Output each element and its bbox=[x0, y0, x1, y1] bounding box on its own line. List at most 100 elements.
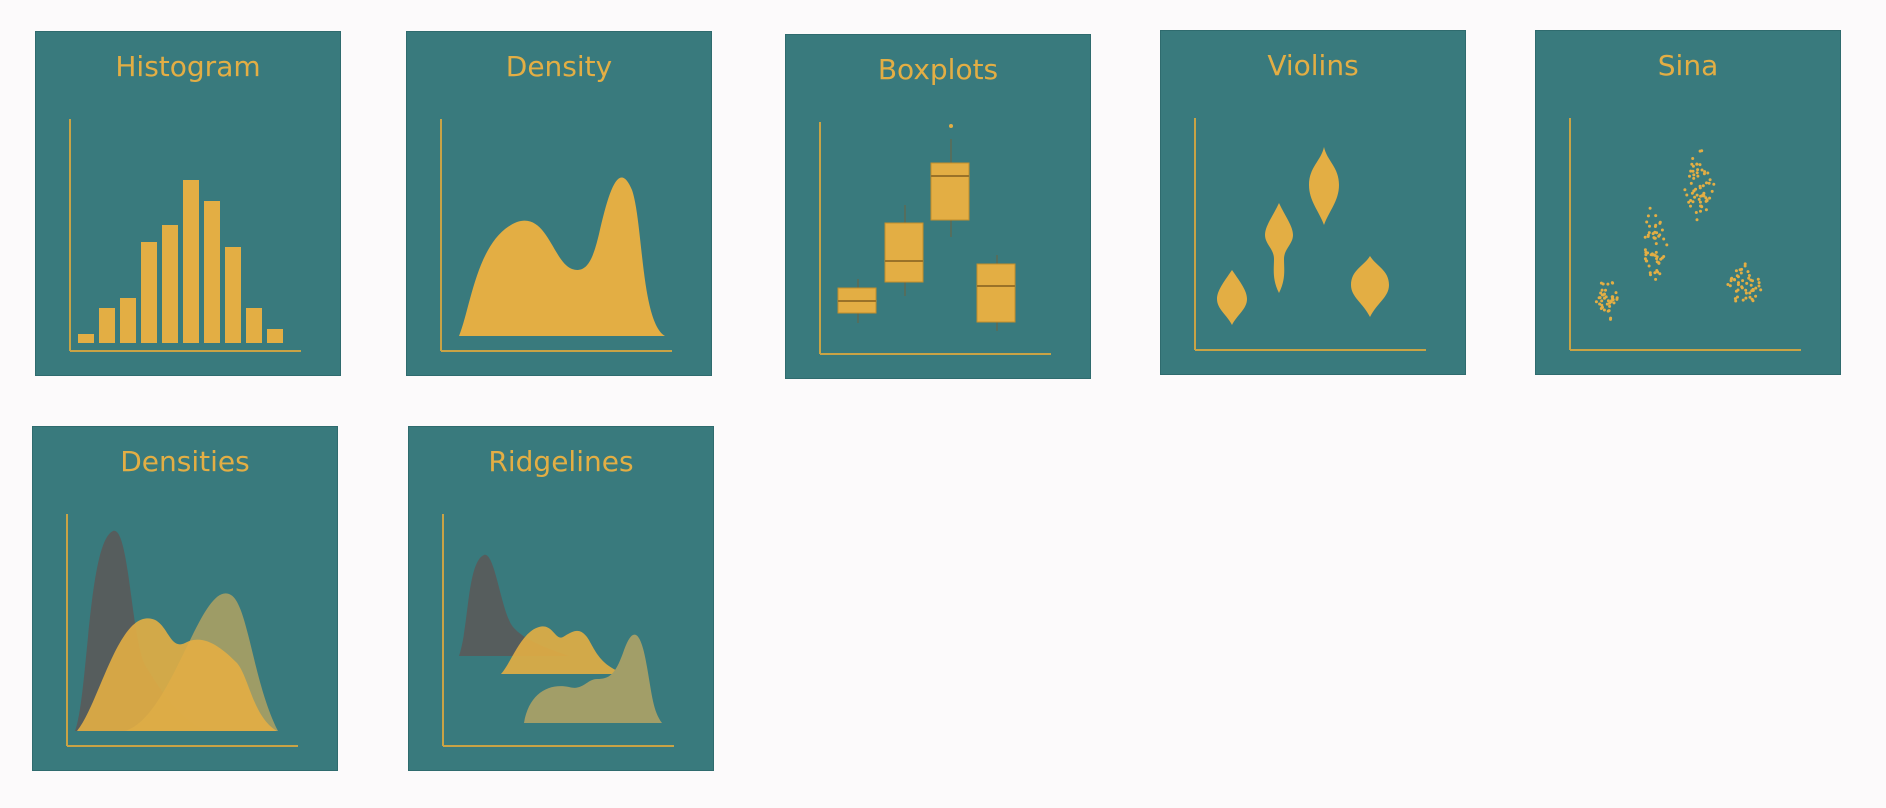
sina-point bbox=[1689, 204, 1692, 208]
sina-point bbox=[1736, 283, 1740, 287]
tile-title: Violins bbox=[1267, 49, 1359, 82]
sina-point bbox=[1741, 298, 1745, 302]
axes bbox=[1569, 118, 1801, 351]
axes bbox=[819, 122, 1051, 355]
sina-point bbox=[1757, 281, 1761, 285]
violins-icon bbox=[1194, 118, 1426, 351]
sina-point bbox=[1754, 294, 1758, 298]
sina-point bbox=[1600, 303, 1604, 307]
sina-point bbox=[1710, 189, 1714, 193]
density-curve-gold bbox=[77, 618, 277, 731]
sina-point bbox=[1747, 276, 1751, 280]
sina-point bbox=[1708, 196, 1712, 200]
sina-point bbox=[1603, 296, 1606, 300]
sina-point bbox=[1751, 288, 1755, 291]
outlier-point bbox=[949, 124, 953, 128]
ridgelines-icon bbox=[442, 514, 674, 747]
sina-point bbox=[1749, 278, 1753, 282]
sina-point bbox=[1734, 299, 1738, 303]
sina-point bbox=[1701, 184, 1705, 188]
violin-shape bbox=[1309, 147, 1339, 225]
sina-point bbox=[1607, 309, 1611, 313]
sina-point bbox=[1747, 274, 1751, 277]
sina-point bbox=[1748, 295, 1752, 299]
sina-point bbox=[1730, 276, 1734, 280]
sina-point bbox=[1654, 250, 1658, 254]
histogram-bar bbox=[162, 225, 178, 343]
tile-densities[interactable]: Densities bbox=[32, 426, 338, 771]
sina-point bbox=[1689, 199, 1693, 202]
tile-boxplots[interactable]: Boxplots bbox=[785, 34, 1091, 379]
histogram-icon bbox=[69, 119, 301, 352]
sina-point bbox=[1688, 174, 1691, 178]
tile-density[interactable]: Density bbox=[406, 31, 712, 376]
sina-point bbox=[1704, 196, 1708, 200]
sina-point bbox=[1689, 181, 1693, 185]
sina-point bbox=[1735, 274, 1739, 278]
tile-violins[interactable]: Violins bbox=[1160, 30, 1466, 375]
sina-point bbox=[1643, 248, 1647, 252]
sina-point bbox=[1658, 272, 1662, 276]
sina-point bbox=[1605, 302, 1609, 306]
sina-point bbox=[1655, 231, 1659, 235]
violin-shape bbox=[1351, 256, 1389, 317]
sina-point bbox=[1598, 302, 1602, 306]
sina-point bbox=[1653, 271, 1657, 275]
sina-point bbox=[1703, 170, 1707, 174]
sina-point bbox=[1647, 264, 1651, 268]
sina-point bbox=[1660, 228, 1664, 232]
sina-point bbox=[1704, 208, 1708, 212]
sina-point bbox=[1707, 181, 1711, 185]
sina-point bbox=[1649, 273, 1652, 277]
sina-point bbox=[1759, 288, 1763, 292]
sina-point bbox=[1652, 236, 1656, 240]
sina-point bbox=[1683, 188, 1687, 192]
sina-point bbox=[1685, 193, 1689, 197]
sina-point bbox=[1603, 292, 1606, 296]
axes bbox=[442, 514, 674, 747]
sina-point bbox=[1658, 221, 1662, 225]
sina-point bbox=[1705, 181, 1708, 185]
tile-histogram[interactable]: Histogram bbox=[35, 31, 341, 376]
sina-point bbox=[1691, 169, 1695, 173]
violin-shape bbox=[1217, 270, 1247, 325]
tile-ridgelines[interactable]: Ridgelines bbox=[408, 426, 714, 771]
sina-point bbox=[1646, 214, 1650, 218]
sina-point bbox=[1697, 197, 1701, 201]
sina-point bbox=[1662, 255, 1666, 258]
tile-title: Histogram bbox=[115, 50, 261, 83]
sina-point bbox=[1600, 288, 1604, 292]
sina-point bbox=[1712, 182, 1716, 186]
sina-point bbox=[1699, 209, 1702, 213]
sina-point bbox=[1652, 253, 1656, 257]
sina-point bbox=[1700, 168, 1704, 172]
sina-point bbox=[1612, 301, 1616, 305]
sina-point bbox=[1702, 191, 1706, 195]
sina-point bbox=[1606, 282, 1610, 286]
tile-title: Boxplots bbox=[877, 53, 999, 86]
sina-point bbox=[1662, 237, 1666, 241]
boxplot-box bbox=[930, 162, 970, 221]
histogram-bar bbox=[78, 334, 94, 343]
sina-point bbox=[1648, 206, 1652, 210]
sina-point bbox=[1692, 176, 1696, 180]
sina-point bbox=[1608, 301, 1612, 305]
sina-point bbox=[1695, 218, 1699, 222]
sina-point bbox=[1689, 169, 1693, 173]
histogram-bar bbox=[99, 308, 115, 343]
sina-point bbox=[1691, 200, 1695, 204]
sina-point bbox=[1609, 317, 1612, 321]
sina-point bbox=[1728, 284, 1732, 288]
sina-point bbox=[1726, 283, 1730, 286]
sina-point bbox=[1694, 211, 1698, 214]
sina-point bbox=[1700, 149, 1704, 153]
sina-point bbox=[1756, 277, 1760, 281]
sina-point bbox=[1743, 264, 1747, 268]
sina-point bbox=[1744, 291, 1748, 295]
sina-point bbox=[1739, 271, 1743, 275]
boxplot-box bbox=[976, 263, 1016, 323]
sina-point bbox=[1646, 233, 1650, 237]
sina-point bbox=[1736, 295, 1739, 299]
sina-point bbox=[1695, 193, 1699, 197]
tile-sina[interactable]: Sina bbox=[1535, 30, 1841, 375]
